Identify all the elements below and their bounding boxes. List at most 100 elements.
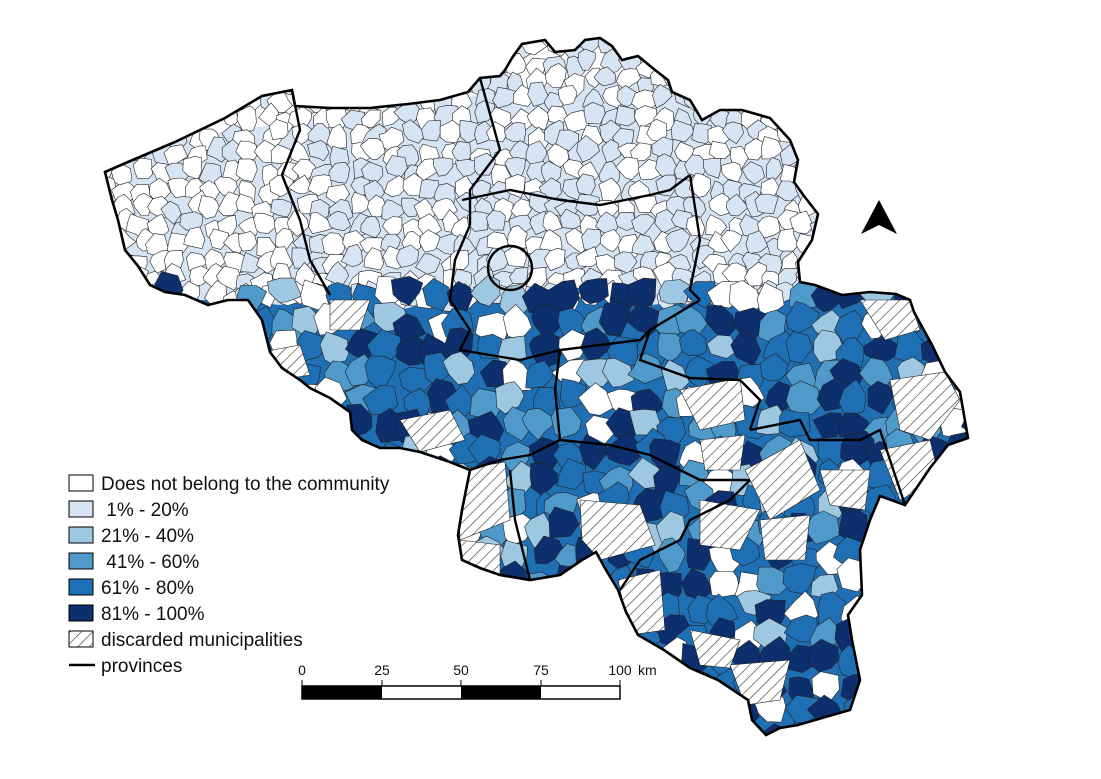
municipality <box>946 601 968 629</box>
municipality <box>235 158 258 182</box>
municipality <box>528 331 562 370</box>
municipality <box>524 620 556 651</box>
municipality <box>106 110 128 131</box>
municipality <box>232 38 258 61</box>
municipality <box>396 487 428 524</box>
municipality <box>972 535 1007 566</box>
municipality <box>366 51 390 75</box>
municipality <box>377 722 406 735</box>
municipality <box>503 245 527 268</box>
municipality <box>671 119 695 143</box>
municipality <box>522 718 557 735</box>
municipality <box>471 715 502 735</box>
municipality <box>238 230 258 252</box>
municipality <box>627 457 663 489</box>
municipality <box>616 85 637 108</box>
municipality <box>256 38 281 57</box>
municipality <box>418 50 443 74</box>
municipality <box>583 722 613 735</box>
municipality <box>772 73 794 95</box>
municipality <box>125 53 148 76</box>
scale-unit-label: km <box>638 662 657 678</box>
municipality <box>450 47 477 69</box>
municipality <box>348 587 376 626</box>
municipality <box>341 636 375 668</box>
municipality <box>151 71 173 97</box>
municipality <box>209 228 230 250</box>
municipality <box>432 55 458 77</box>
municipality <box>105 73 118 93</box>
municipality <box>164 292 183 313</box>
municipality <box>742 38 766 57</box>
municipality <box>942 621 968 652</box>
north-arrow-icon <box>861 200 897 234</box>
municipality <box>678 328 708 357</box>
municipality <box>321 414 348 445</box>
municipality <box>760 69 783 91</box>
municipality <box>368 616 404 649</box>
municipality <box>105 145 115 170</box>
municipality <box>240 251 261 273</box>
municipality <box>467 571 500 605</box>
municipality <box>889 645 918 678</box>
municipality <box>274 38 295 57</box>
municipality <box>556 698 587 730</box>
municipality <box>475 698 507 733</box>
municipality <box>414 253 441 275</box>
municipality <box>132 192 153 216</box>
municipality <box>249 67 274 91</box>
municipality <box>583 101 606 125</box>
municipality <box>705 67 728 90</box>
municipality <box>297 597 333 626</box>
municipality <box>433 157 454 177</box>
municipality <box>794 38 816 52</box>
municipality <box>360 109 381 129</box>
municipality <box>631 38 653 55</box>
municipality <box>241 359 274 392</box>
municipality <box>725 58 751 80</box>
municipality <box>243 560 279 594</box>
municipality <box>164 48 188 73</box>
municipality <box>443 620 480 647</box>
municipality <box>936 457 965 492</box>
legend-item: 81% - 100% <box>68 604 205 625</box>
municipality <box>974 489 1003 520</box>
municipality <box>367 38 391 60</box>
municipality <box>577 382 617 416</box>
municipality <box>105 39 111 62</box>
municipality <box>328 161 351 184</box>
municipality <box>777 41 800 59</box>
municipality <box>222 57 245 78</box>
municipality <box>366 596 398 632</box>
municipality <box>308 66 330 91</box>
municipality <box>383 73 405 98</box>
municipality <box>496 618 533 654</box>
legend-item: 1% - 20% <box>68 500 189 521</box>
municipality <box>342 549 373 576</box>
municipality <box>867 380 895 415</box>
municipality <box>381 216 403 236</box>
municipality <box>105 279 115 304</box>
municipality <box>113 38 137 51</box>
municipality <box>133 157 153 180</box>
municipality <box>195 92 221 116</box>
municipality <box>253 212 277 234</box>
municipality <box>947 535 968 568</box>
municipality <box>421 119 441 142</box>
municipality <box>276 49 301 72</box>
municipality <box>260 434 293 471</box>
municipality <box>500 640 536 671</box>
scale-tick-label: 0 <box>298 662 306 678</box>
municipality <box>658 730 692 735</box>
municipality <box>495 720 528 735</box>
municipality <box>630 142 652 162</box>
municipality <box>266 700 304 734</box>
municipality <box>818 195 842 220</box>
scale-tick-label: 50 <box>453 662 469 678</box>
municipality <box>246 306 275 343</box>
municipality <box>942 565 968 598</box>
municipality <box>235 140 258 162</box>
municipality <box>197 195 220 220</box>
municipality <box>726 193 749 217</box>
municipality <box>785 380 822 419</box>
